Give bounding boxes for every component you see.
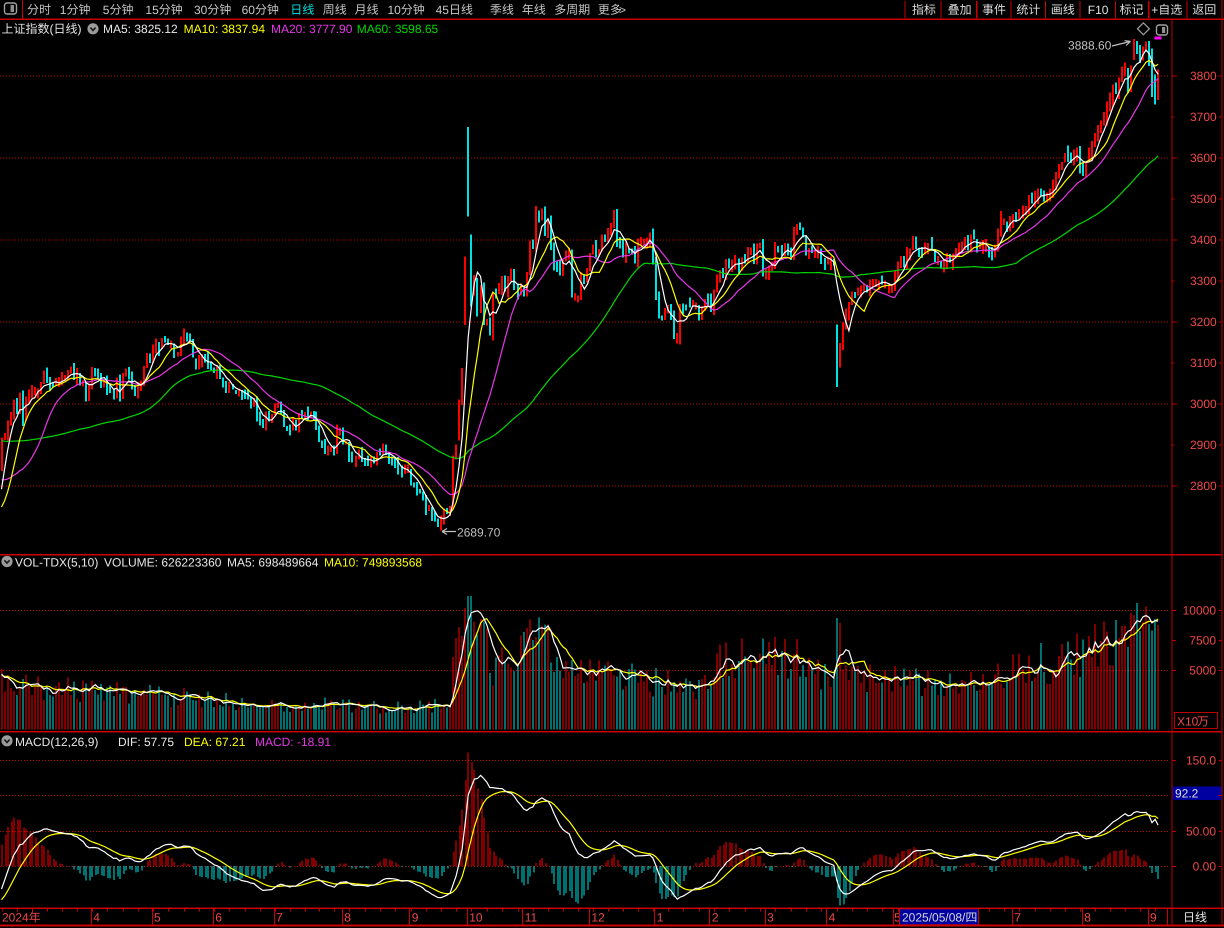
svg-text:MA20: 3777.90: MA20: 3777.90	[271, 22, 353, 36]
svg-text:45: 45	[436, 3, 450, 17]
svg-text:MA10: 3837.94: MA10: 3837.94	[184, 22, 266, 36]
svg-text:3600: 3600	[1190, 151, 1217, 165]
svg-text:12: 12	[591, 911, 605, 925]
svg-text:60: 60	[242, 3, 256, 17]
svg-text:3100: 3100	[1190, 356, 1217, 370]
svg-text:MACD: -18.91: MACD: -18.91	[255, 735, 331, 749]
svg-text:50.00: 50.00	[1186, 825, 1216, 839]
svg-text:8: 8	[344, 911, 351, 925]
svg-text:3700: 3700	[1190, 110, 1217, 124]
svg-text:0.00: 0.00	[1193, 860, 1217, 874]
svg-text:3800: 3800	[1190, 69, 1217, 83]
svg-text:F10: F10	[1088, 3, 1109, 17]
svg-text:2800: 2800	[1190, 479, 1217, 493]
svg-text:8: 8	[1084, 911, 1091, 925]
svg-text:MA60: 3598.65: MA60: 3598.65	[357, 22, 439, 36]
svg-text:VOL-TDX(5,10): VOL-TDX(5,10)	[15, 556, 98, 570]
svg-text:>: >	[619, 3, 626, 17]
svg-text:VOLUME: 626223360: VOLUME: 626223360	[104, 556, 222, 570]
svg-text:4: 4	[93, 911, 100, 925]
svg-text:7: 7	[276, 911, 283, 925]
svg-text:3300: 3300	[1190, 274, 1217, 288]
svg-text:MA5: 3825.12: MA5: 3825.12	[103, 22, 178, 36]
svg-text:2: 2	[712, 911, 719, 925]
svg-text:7: 7	[1014, 911, 1021, 925]
svg-text:2025/05/08/: 2025/05/08/	[902, 911, 966, 925]
svg-text:6: 6	[215, 911, 222, 925]
svg-text:1: 1	[60, 3, 67, 17]
svg-text:MA5: 698489664: MA5: 698489664	[227, 556, 319, 570]
svg-text:5000: 5000	[1189, 664, 1216, 678]
svg-text:DEA: 67.21: DEA: 67.21	[184, 735, 246, 749]
svg-text:9: 9	[412, 911, 419, 925]
svg-text:10: 10	[469, 911, 483, 925]
svg-text:92.2: 92.2	[1175, 787, 1199, 801]
svg-text:5: 5	[894, 911, 901, 925]
svg-text:2024: 2024	[2, 911, 29, 925]
svg-text:DIF: 57.75: DIF: 57.75	[118, 735, 174, 749]
svg-text:15: 15	[145, 3, 159, 17]
svg-text:5: 5	[154, 911, 161, 925]
svg-text:3500: 3500	[1190, 192, 1217, 206]
svg-text:3200: 3200	[1190, 315, 1217, 329]
svg-text:(: (	[50, 22, 54, 36]
svg-text:7500: 7500	[1189, 634, 1216, 648]
svg-text:2900: 2900	[1190, 438, 1217, 452]
svg-text:3: 3	[767, 911, 774, 925]
svg-text:MA10: 749893568: MA10: 749893568	[324, 556, 422, 570]
svg-text:4: 4	[829, 911, 836, 925]
svg-text:30: 30	[194, 3, 208, 17]
svg-text:9: 9	[1150, 911, 1157, 925]
svg-text:11: 11	[525, 911, 538, 925]
svg-text:5: 5	[103, 3, 110, 17]
svg-text:+: +	[1151, 3, 1158, 17]
svg-text:10000: 10000	[1183, 604, 1217, 618]
svg-text:X10: X10	[1177, 715, 1199, 729]
svg-text:3000: 3000	[1190, 397, 1217, 411]
svg-text:1: 1	[657, 911, 664, 925]
svg-text:10: 10	[388, 3, 402, 17]
svg-text:MACD(12,26,9): MACD(12,26,9)	[15, 735, 98, 749]
svg-text:3400: 3400	[1190, 233, 1217, 247]
svg-text:): )	[78, 22, 82, 36]
svg-text:150.0: 150.0	[1186, 754, 1216, 768]
